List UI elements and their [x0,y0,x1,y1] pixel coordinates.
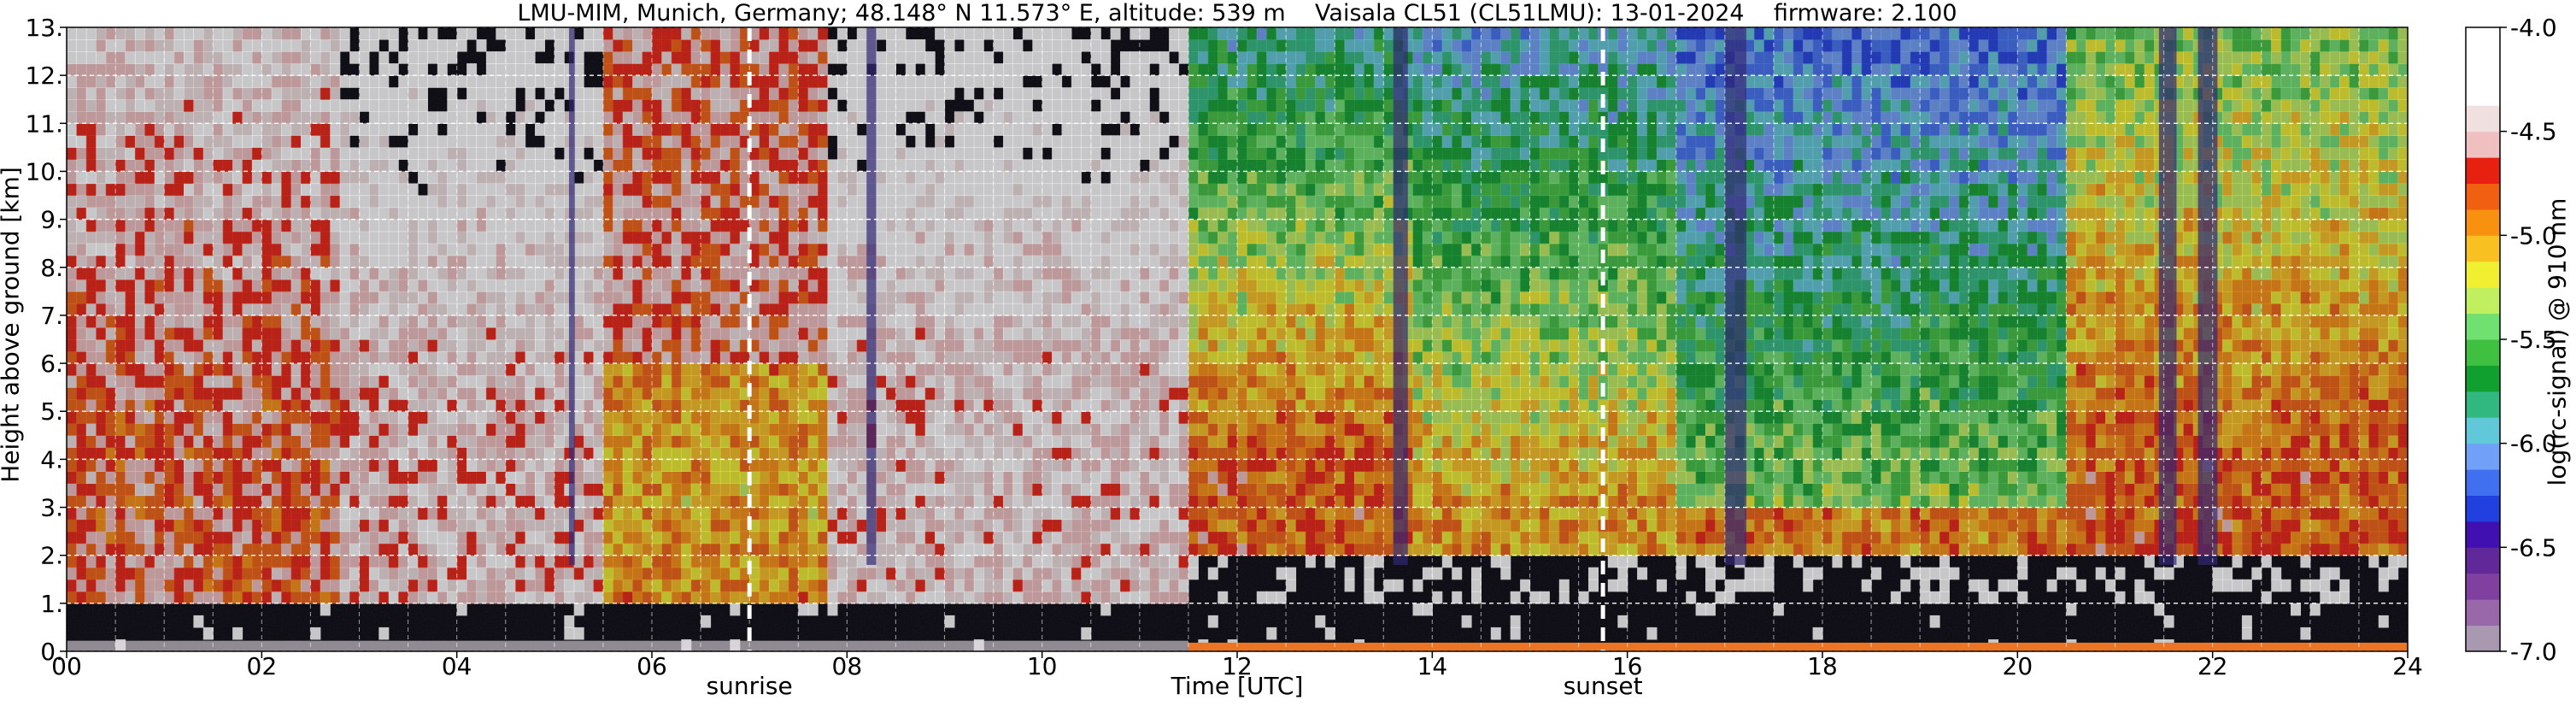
colorbar-segment [2466,313,2500,340]
colorbar-segment [2466,547,2500,574]
x-tick-label: 22 [2198,652,2228,680]
y-tick-label: 1. [40,590,63,618]
colorbar-tick-label: -5.5 [2510,326,2557,354]
colorbar-segment [2466,365,2500,392]
colorbar-segment [2466,573,2500,600]
colorbar-tick-label: -4.0 [2510,14,2557,42]
y-tick-label: 13. [25,14,63,42]
x-tick-label: 12 [1222,652,1253,680]
colorbar-segment [2466,27,2500,54]
colorbar-label: log(rc-signal) @ 910 nm [2543,197,2572,486]
y-tick-label: 2. [40,542,63,570]
x-tick-label: 08 [832,652,863,680]
colorbar-segment [2466,625,2500,652]
colorbar-segment [2466,235,2500,262]
x-tick-label: 00 [51,652,82,680]
annotation-label-sunrise: sunrise [707,672,793,700]
y-tick-label: 8. [40,254,63,282]
x-tick-label: 10 [1027,652,1058,680]
colorbar-segment [2466,53,2500,80]
colorbar-segment [2466,79,2500,106]
colorbar-segment [2466,521,2500,548]
colorbar-segment [2466,209,2500,236]
colorbar-tick-label: -5.0 [2510,221,2557,250]
colorbar-segment [2466,287,2500,315]
y-tick-label: 9. [40,206,63,234]
y-tick-label: 6. [40,350,63,378]
x-tick-label: 20 [2003,652,2033,680]
colorbar-segment [2466,131,2500,158]
colorbar-segment [2466,339,2500,366]
x-tick-label: 06 [637,652,667,680]
x-tick-label: 18 [1807,652,1838,680]
x-axis-label: Time [UTC] [1171,672,1304,700]
annotation-label-sunset: sunset [1564,672,1643,700]
colorbar-segment [2466,183,2500,210]
x-tick-label: 16 [1612,652,1643,680]
x-tick-label: 24 [2392,652,2423,680]
x-tick-label: 04 [442,652,472,680]
colorbar-segment [2466,105,2500,132]
colorbar-tick-label: -4.5 [2510,118,2557,146]
y-tick-label: 7. [40,302,63,330]
y-tick-label: 12. [25,62,63,90]
colorbar-segment [2466,599,2500,627]
colorbar-segment [2466,443,2500,470]
colorbar-segment [2466,157,2500,184]
colorbar-tick-label: -6.5 [2510,533,2557,562]
colorbar-tick-label: -7.0 [2510,638,2557,666]
y-tick-label: 4. [40,445,63,474]
y-tick-label: 5. [40,397,63,426]
y-tick-label: 11. [25,109,63,138]
y-tick-label: 3. [40,494,63,522]
colorbar-segment [2466,261,2500,288]
x-tick-label: 02 [247,652,278,680]
colorbar-tick-label: -6.0 [2510,430,2557,458]
y-tick-label: 10. [25,157,63,185]
y-axis-label: Height above ground [km] [0,167,25,483]
chart-title: LMU-MIM, Munich, Germany; 48.148° N 11.5… [517,0,1957,26]
y-tick-label: 0. [40,638,63,666]
colorbar-segment [2466,495,2500,522]
colorbar-segment [2466,469,2500,496]
colorbar-segment [2466,417,2500,444]
colorbar-segment [2466,391,2500,418]
x-tick-label: 14 [1417,652,1448,680]
